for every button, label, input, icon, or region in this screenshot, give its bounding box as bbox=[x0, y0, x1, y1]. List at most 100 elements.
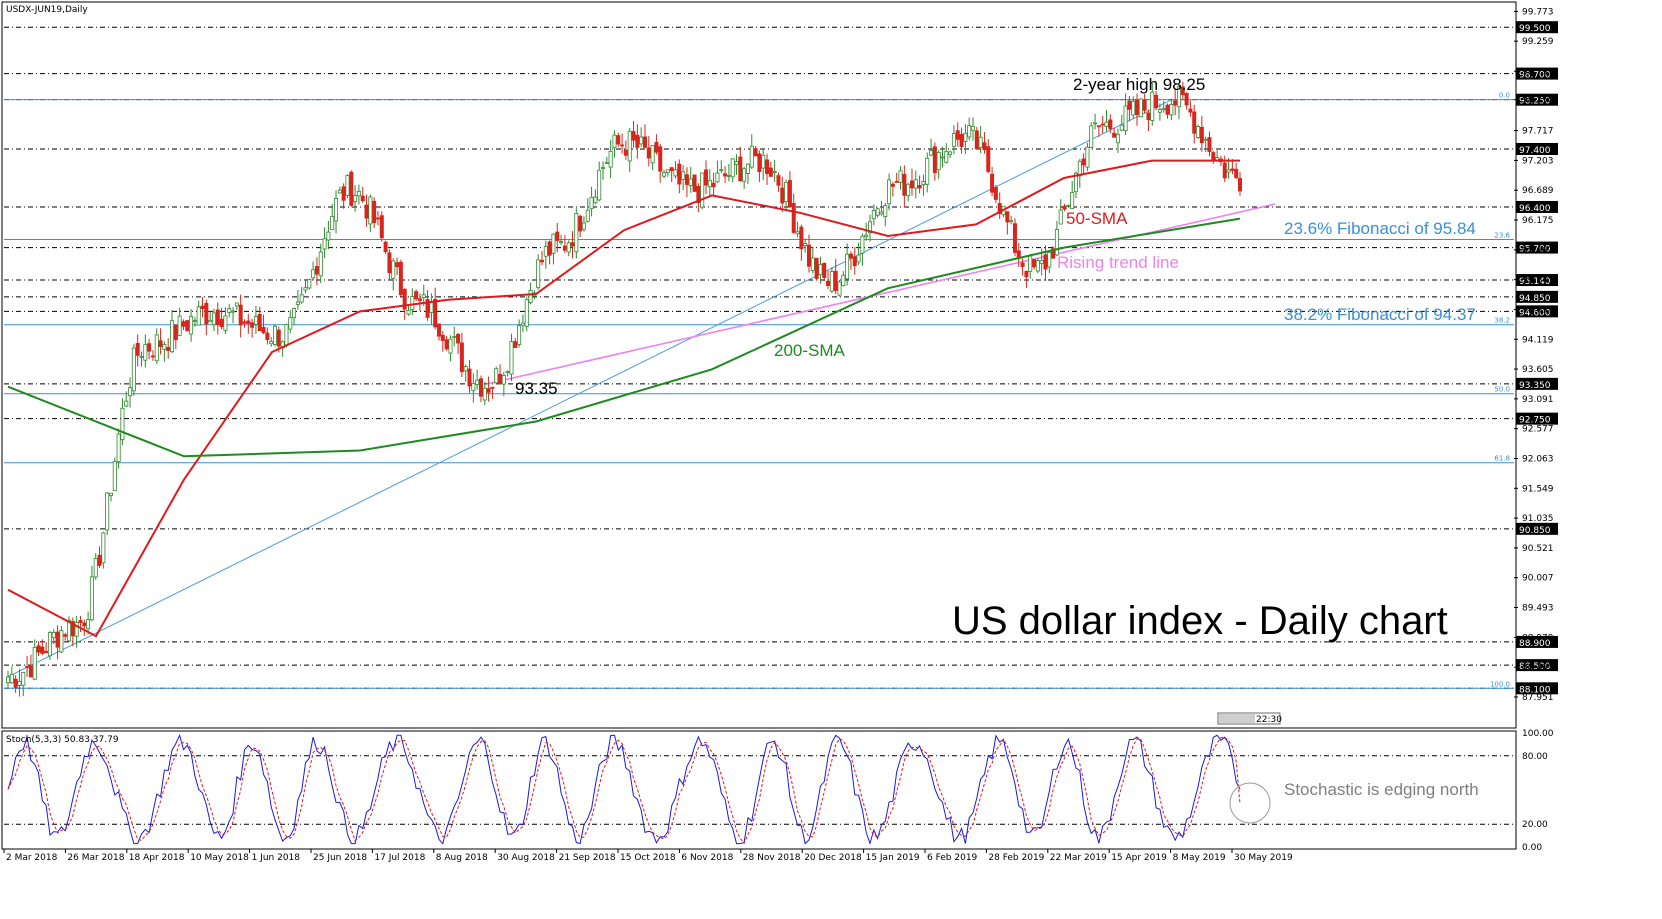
candle-body bbox=[765, 159, 770, 174]
candle bbox=[780, 176, 785, 213]
candle bbox=[1154, 91, 1159, 111]
candle bbox=[658, 143, 663, 183]
candle bbox=[108, 492, 113, 502]
candle bbox=[162, 341, 167, 362]
x-tick-label: 1 Jun 2018 bbox=[252, 853, 301, 863]
candle-body bbox=[951, 133, 956, 147]
candle-body bbox=[170, 320, 175, 353]
level-badge-text: 92.750 bbox=[1519, 416, 1551, 426]
candle-body bbox=[536, 259, 541, 289]
candle bbox=[509, 333, 514, 382]
candle bbox=[566, 240, 571, 257]
candle-body bbox=[723, 173, 728, 177]
candle-body bbox=[993, 187, 998, 200]
candle-body bbox=[1188, 108, 1193, 113]
fibonacci-tag: 0.0 bbox=[1499, 92, 1510, 100]
candles-layer bbox=[6, 81, 1243, 697]
candle-body bbox=[1234, 168, 1239, 179]
candle-body bbox=[471, 382, 476, 392]
candle-body bbox=[6, 676, 11, 684]
candle bbox=[833, 258, 838, 295]
y-tick-label: 89.493 bbox=[1522, 604, 1554, 614]
candle bbox=[166, 338, 171, 359]
level-badge-text: 94.850 bbox=[1519, 294, 1551, 304]
level-badge bbox=[1516, 241, 1558, 254]
level-badge bbox=[1516, 377, 1558, 390]
candle-body bbox=[784, 181, 789, 202]
candle-body bbox=[292, 307, 297, 318]
candle bbox=[627, 127, 632, 172]
candle-body bbox=[1161, 108, 1166, 111]
candle bbox=[761, 148, 766, 181]
candle-body bbox=[368, 196, 373, 225]
candle-body bbox=[131, 347, 136, 392]
candle-body bbox=[547, 241, 552, 256]
candle-body bbox=[1108, 119, 1113, 130]
stochastic-panel-frame bbox=[1, 730, 1517, 850]
candle-body bbox=[806, 244, 811, 267]
candle-body bbox=[108, 492, 113, 496]
candle bbox=[1104, 109, 1109, 132]
candle-body bbox=[372, 200, 377, 224]
candle-body bbox=[597, 169, 602, 201]
candle bbox=[341, 183, 346, 209]
candle bbox=[372, 197, 377, 229]
x-tick-label: 25 Jun 2018 bbox=[313, 853, 367, 863]
candle bbox=[55, 625, 60, 660]
candle-body bbox=[1180, 86, 1185, 96]
candle bbox=[723, 166, 728, 183]
candle bbox=[711, 172, 716, 197]
candle-body bbox=[635, 134, 640, 148]
candle bbox=[189, 309, 194, 342]
candle bbox=[44, 642, 49, 654]
candle bbox=[1066, 204, 1071, 207]
candle bbox=[1138, 98, 1143, 118]
candle-body bbox=[734, 161, 739, 165]
candle bbox=[1005, 211, 1010, 235]
candle-body bbox=[616, 135, 621, 145]
candle-body bbox=[902, 174, 907, 196]
candle bbox=[875, 207, 880, 218]
candle bbox=[498, 364, 503, 385]
candle bbox=[154, 328, 159, 364]
candle bbox=[303, 280, 308, 294]
candle-body bbox=[234, 302, 239, 307]
stochastic-k-line bbox=[7, 733, 1241, 846]
candle bbox=[288, 310, 293, 334]
candle bbox=[234, 302, 239, 310]
candle bbox=[814, 257, 819, 281]
candle-body bbox=[1150, 91, 1155, 121]
candle bbox=[559, 234, 564, 246]
candle bbox=[1184, 92, 1189, 110]
candle-body bbox=[826, 280, 831, 286]
candle-body bbox=[185, 320, 190, 332]
candle-body bbox=[570, 242, 575, 247]
fibonacci-tag: 61.8 bbox=[1494, 455, 1510, 463]
candle bbox=[1176, 84, 1181, 120]
candle bbox=[272, 324, 277, 347]
candle-body bbox=[303, 287, 308, 291]
candle-body bbox=[936, 152, 941, 171]
candle-body bbox=[334, 198, 339, 222]
candle-body bbox=[51, 631, 56, 639]
candle-body bbox=[28, 665, 33, 678]
candle bbox=[551, 233, 556, 265]
moving-averages-layer bbox=[7, 159, 1241, 638]
candle-body bbox=[803, 243, 808, 247]
candle bbox=[486, 376, 491, 402]
candle bbox=[871, 204, 876, 226]
candle bbox=[17, 669, 22, 697]
candle-body bbox=[944, 150, 949, 163]
candle bbox=[257, 306, 262, 332]
candle bbox=[1115, 128, 1120, 153]
candle bbox=[356, 184, 361, 205]
level-badge-text: 95.140 bbox=[1519, 277, 1551, 287]
candle-body bbox=[539, 259, 544, 263]
candle-body bbox=[913, 179, 918, 189]
candle bbox=[215, 302, 220, 335]
candle bbox=[402, 288, 407, 320]
candle-body bbox=[1135, 99, 1140, 115]
candle-body bbox=[681, 171, 686, 180]
candle-body bbox=[1081, 158, 1086, 166]
candle bbox=[398, 259, 403, 297]
